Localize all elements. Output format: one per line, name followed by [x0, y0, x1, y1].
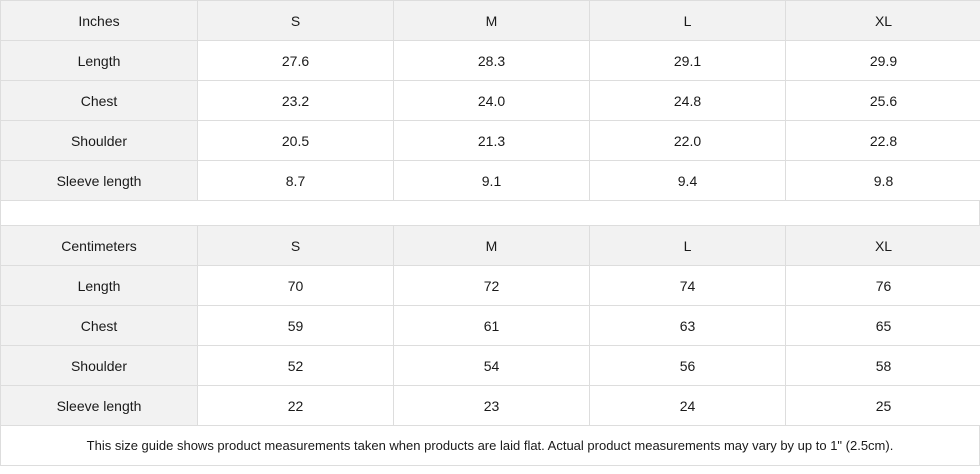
table-cell: 29.9: [785, 40, 980, 81]
table-cell: 23: [393, 385, 590, 426]
table-row: Sleeve length 22 23 24 25: [0, 385, 980, 426]
unit-label-centimeters: Centimeters: [0, 225, 198, 266]
size-header-s: S: [197, 0, 394, 41]
row-label-shoulder: Shoulder: [0, 345, 198, 386]
row-label-length: Length: [0, 265, 198, 306]
table-row: Shoulder 20.5 21.3 22.0 22.8: [0, 120, 980, 161]
centimeters-header-row: Centimeters S M L XL: [0, 225, 980, 266]
table-cell: 24.8: [589, 80, 786, 121]
measurement-footnote: This size guide shows product measuremen…: [0, 426, 980, 466]
table-cell: 24.0: [393, 80, 590, 121]
table-cell: 29.1: [589, 40, 786, 81]
unit-label-inches: Inches: [0, 0, 198, 41]
table-cell: 54: [393, 345, 590, 386]
centimeters-size-table: Centimeters S M L XL Length 70 72 74 76 …: [0, 225, 980, 426]
table-row: Chest 59 61 63 65: [0, 305, 980, 346]
table-cell: 72: [393, 265, 590, 306]
table-cell: 22: [197, 385, 394, 426]
size-header-m: M: [393, 225, 590, 266]
table-cell: 20.5: [197, 120, 394, 161]
inches-size-table: Inches S M L XL Length 27.6 28.3 29.1 29…: [0, 0, 980, 201]
table-row: Sleeve length 8.7 9.1 9.4 9.8: [0, 160, 980, 201]
size-header-l: L: [589, 225, 786, 266]
row-label-sleeve-length: Sleeve length: [0, 160, 198, 201]
table-cell: 52: [197, 345, 394, 386]
table-spacer: [0, 201, 980, 225]
size-header-s: S: [197, 225, 394, 266]
table-cell: 65: [785, 305, 980, 346]
table-cell: 21.3: [393, 120, 590, 161]
table-row: Shoulder 52 54 56 58: [0, 345, 980, 386]
size-header-xl: XL: [785, 225, 980, 266]
size-header-m: M: [393, 0, 590, 41]
table-cell: 58: [785, 345, 980, 386]
table-cell: 25.6: [785, 80, 980, 121]
table-cell: 76: [785, 265, 980, 306]
table-cell: 27.6: [197, 40, 394, 81]
table-row: Length 70 72 74 76: [0, 265, 980, 306]
table-cell: 74: [589, 265, 786, 306]
inches-header-row: Inches S M L XL: [0, 0, 980, 41]
table-cell: 22.8: [785, 120, 980, 161]
table-cell: 61: [393, 305, 590, 346]
table-cell: 70: [197, 265, 394, 306]
table-cell: 9.4: [589, 160, 786, 201]
table-cell: 9.8: [785, 160, 980, 201]
row-label-chest: Chest: [0, 305, 198, 346]
row-label-shoulder: Shoulder: [0, 120, 198, 161]
table-cell: 9.1: [393, 160, 590, 201]
table-cell: 59: [197, 305, 394, 346]
table-cell: 23.2: [197, 80, 394, 121]
table-cell: 25: [785, 385, 980, 426]
size-header-xl: XL: [785, 0, 980, 41]
size-header-l: L: [589, 0, 786, 41]
table-cell: 24: [589, 385, 786, 426]
row-label-chest: Chest: [0, 80, 198, 121]
table-cell: 63: [589, 305, 786, 346]
table-row: Length 27.6 28.3 29.1 29.9: [0, 40, 980, 81]
row-label-sleeve-length: Sleeve length: [0, 385, 198, 426]
table-row: Chest 23.2 24.0 24.8 25.6: [0, 80, 980, 121]
table-cell: 56: [589, 345, 786, 386]
table-cell: 28.3: [393, 40, 590, 81]
table-cell: 22.0: [589, 120, 786, 161]
table-cell: 8.7: [197, 160, 394, 201]
row-label-length: Length: [0, 40, 198, 81]
